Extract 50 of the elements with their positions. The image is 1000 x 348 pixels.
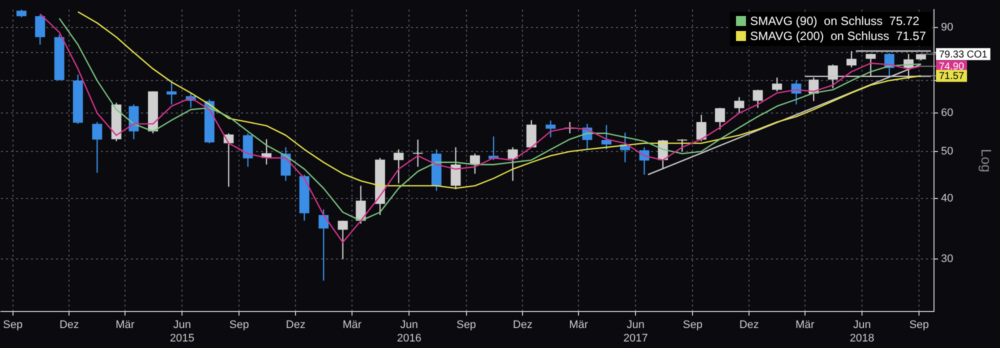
x-tick-label: Sep <box>909 319 929 332</box>
x-tick-label: Sep <box>2 319 23 332</box>
x-tick-label: Mär <box>569 319 588 332</box>
candlestick <box>92 121 102 174</box>
annotation: 71.57 <box>939 71 964 82</box>
x-tick-label: Dez <box>512 319 532 332</box>
candlestick <box>338 220 348 260</box>
x-tick-label: Jun 2017 <box>623 319 648 344</box>
candlestick <box>696 114 706 142</box>
candlestick <box>714 107 725 130</box>
x-tick-label: Jun 2018 <box>850 319 874 344</box>
candlestick <box>356 185 366 224</box>
candlestick <box>601 124 612 150</box>
x-tick-label: Sep <box>456 319 476 332</box>
x-tick-label: Dez <box>286 319 306 332</box>
candlestick <box>526 120 536 148</box>
y-axis-title: Log <box>978 148 995 172</box>
y-tick-label: 40 <box>941 192 954 205</box>
candlestick <box>734 96 744 114</box>
legend-label: SMAVG (200) on Schluss 71.57 <box>750 28 926 44</box>
annotation: 79.33 CO1 <box>939 49 988 60</box>
x-tick-label: Dez <box>739 319 759 332</box>
candlestick <box>242 132 253 168</box>
y-tick-label: 60 <box>941 107 954 120</box>
x-tick-label: Dez <box>59 319 80 332</box>
candlestick <box>412 139 423 168</box>
candlestick <box>470 153 480 174</box>
x-tick-label: Mär <box>116 319 135 332</box>
legend-label: SMAVG (90) on Schluss 75.72 <box>750 14 920 29</box>
candlestick <box>450 146 461 190</box>
x-tick-label: Jun 2016 <box>396 319 422 344</box>
candlestick <box>35 14 46 46</box>
candlestick <box>318 208 329 282</box>
candlestick <box>772 76 782 92</box>
x-tick-label: Sep <box>682 319 702 332</box>
candlestick <box>846 50 856 68</box>
candlestick <box>752 89 763 108</box>
y-tick-label: 30 <box>941 253 954 266</box>
annotation: 74.90 <box>939 62 964 73</box>
y-tick-label: 90 <box>941 22 954 34</box>
x-tick-label: Mär <box>795 319 815 332</box>
candlestick <box>677 138 688 152</box>
y-tick-label: 50 <box>941 146 954 158</box>
candlestick <box>166 81 177 106</box>
candlestick <box>394 148 404 184</box>
candlestick <box>508 146 518 182</box>
candlestick <box>546 120 556 138</box>
x-tick-label: Jun 2015 <box>170 319 194 344</box>
x-tick-label: Mär <box>342 319 362 332</box>
x-tick-label: Sep <box>229 319 249 332</box>
